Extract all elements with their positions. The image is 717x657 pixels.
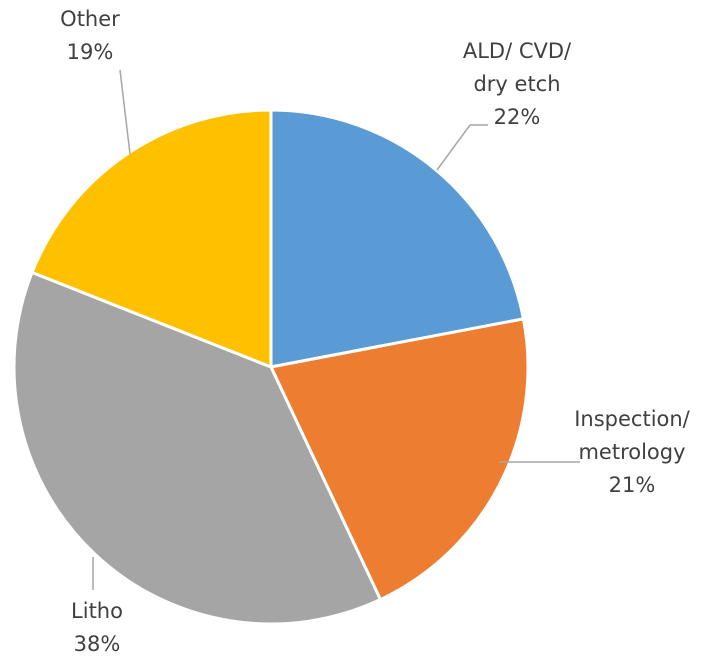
leader-line [119, 69, 131, 155]
category-label: Other [60, 7, 120, 31]
category-label: ALD/ CVD/ dry etch [462, 39, 572, 96]
pie-slice [269, 108, 526, 369]
data-label: Inspection/ metrology 21% [565, 403, 700, 502]
pie-slice [268, 317, 530, 602]
data-label: Other 19% [30, 3, 150, 69]
value-label: 21% [608, 473, 656, 497]
category-label: Litho [71, 599, 123, 623]
leader-line [436, 124, 488, 171]
category-label: Inspection/ metrology [574, 407, 690, 464]
value-label: 22% [493, 105, 541, 129]
pie-slice [12, 270, 383, 626]
pie-slice [30, 108, 273, 370]
value-label: 38% [73, 632, 121, 656]
data-label: Litho 38% [37, 595, 157, 657]
data-label: ALD/ CVD/ dry etch 22% [455, 35, 580, 134]
value-label: 19% [66, 40, 114, 64]
